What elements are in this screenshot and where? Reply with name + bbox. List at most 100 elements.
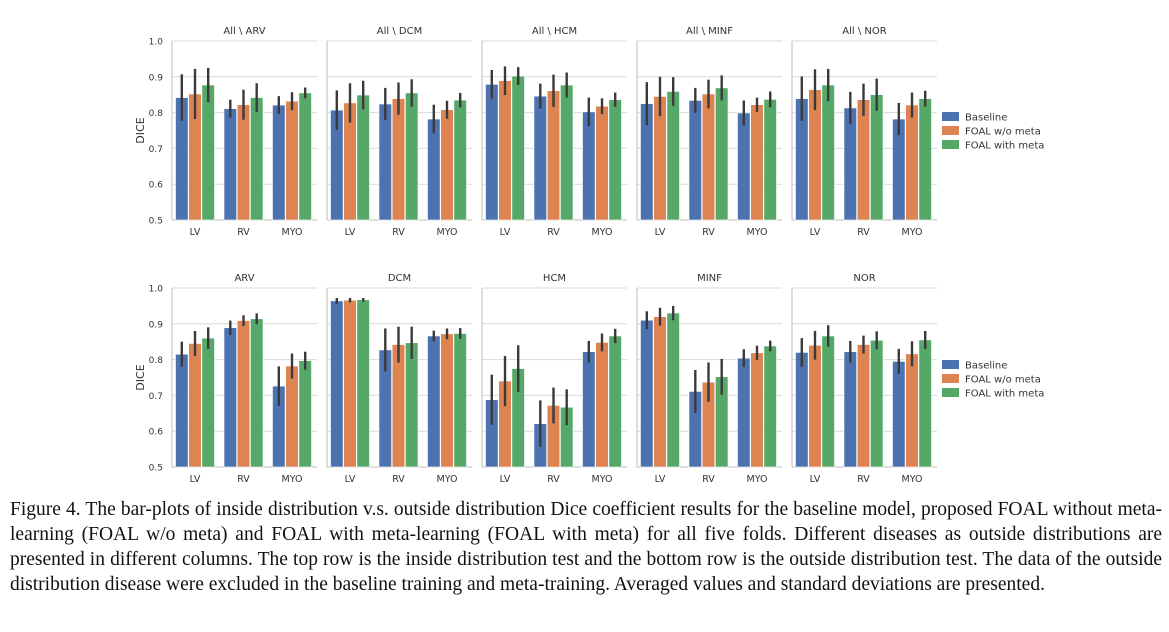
bar-myo-baseline xyxy=(582,351,596,468)
x-tick-label-lv: LV xyxy=(500,227,511,238)
bar-rv-foal-wo-meta xyxy=(236,104,251,221)
bar-lv-foal-with-meta xyxy=(201,337,215,468)
x-tick-label-rv: RV xyxy=(857,227,870,238)
bar-rv-foal-with-meta xyxy=(250,97,264,221)
legend-entry: Baseline xyxy=(965,113,1007,124)
bar-rv-baseline xyxy=(378,103,392,221)
x-tick-label-lv: LV xyxy=(500,474,511,485)
panel-top-3: All \ HCM LV RV MYO xyxy=(481,26,627,238)
bar-rv-foal-with-meta xyxy=(870,339,884,468)
bar-myo-foal-wo-meta xyxy=(595,105,609,221)
x-tick-label-lv: LV xyxy=(810,227,821,238)
y-tick-label: 1.0 xyxy=(149,38,164,48)
bar-myo-foal-with-meta xyxy=(298,92,312,221)
legend-swatch xyxy=(942,126,959,135)
panel-title: ARV xyxy=(234,273,254,284)
bar-rv-foal-wo-meta xyxy=(856,344,871,468)
legend-entry: FOAL with meta xyxy=(965,389,1044,400)
y-axis-label: DICE xyxy=(134,364,147,390)
y-tick-label: 0.8 xyxy=(149,109,164,119)
bar-rv-foal-with-meta xyxy=(870,94,884,221)
bar-myo-foal-with-meta xyxy=(453,333,467,468)
y-tick-label: 0.7 xyxy=(149,392,163,402)
panel-bottom-2: DCM LV RV MYO xyxy=(326,273,472,485)
legend-entry: Baseline xyxy=(965,361,1007,372)
x-tick-label-myo: MYO xyxy=(437,474,458,485)
legend-entry: FOAL w/o meta xyxy=(965,375,1041,386)
bar-rv-foal-wo-meta xyxy=(701,93,716,221)
bar-rv-foal-with-meta xyxy=(560,84,574,221)
bar-myo-baseline xyxy=(272,104,286,221)
bar-rv-foal-with-meta xyxy=(405,92,419,221)
y-axis-label: DICE xyxy=(134,117,147,143)
x-tick-label-myo: MYO xyxy=(282,474,303,485)
x-tick-label-rv: RV xyxy=(392,474,405,485)
bar-myo-foal-wo-meta xyxy=(750,104,764,221)
legend-swatch xyxy=(942,112,959,121)
x-tick-label-lv: LV xyxy=(345,227,356,238)
panel-bottom-3: HCM LV RV MYO xyxy=(481,273,627,485)
x-tick-label-myo: MYO xyxy=(592,227,613,238)
bar-rv-foal-wo-meta xyxy=(546,90,561,221)
bar-lv-baseline xyxy=(795,352,809,468)
bar-rv-baseline xyxy=(688,100,702,221)
bar-rv-baseline xyxy=(223,108,237,221)
bar-myo-foal-with-meta xyxy=(608,335,622,468)
bar-myo-foal-wo-meta xyxy=(440,333,454,468)
panel-top-1: All \ ARV LV RV MYO xyxy=(171,26,317,238)
panel-bottom-4: MINF LV RV MYO xyxy=(636,273,782,485)
panel-title: HCM xyxy=(543,273,566,284)
bar-myo-foal-wo-meta xyxy=(440,109,454,221)
panel-bottom-5: NOR LV RV MYO xyxy=(791,273,937,485)
bar-lv-foal-with-meta xyxy=(356,94,370,221)
bar-lv-foal-wo-meta xyxy=(808,344,822,468)
legend-entry: FOAL with meta xyxy=(965,141,1044,152)
bar-myo-foal-wo-meta xyxy=(285,365,299,468)
y-tick-label: 1.0 xyxy=(149,285,164,295)
bar-myo-baseline xyxy=(582,111,596,221)
x-tick-label-rv: RV xyxy=(702,474,715,485)
y-tick-label: 0.7 xyxy=(149,145,163,155)
panel-title: All \ DCM xyxy=(377,26,422,37)
bar-rv-baseline xyxy=(223,327,237,468)
y-tick-label: 0.6 xyxy=(149,181,164,191)
bar-rv-foal-wo-meta xyxy=(391,98,406,221)
x-tick-label-myo: MYO xyxy=(902,474,923,485)
panel-top-5: All \ NOR LV RV MYO xyxy=(791,26,937,238)
bar-myo-baseline xyxy=(892,361,906,468)
bar-rv-baseline xyxy=(843,351,857,468)
panel-title: DCM xyxy=(388,273,411,284)
bar-lv-foal-wo-meta xyxy=(498,80,512,221)
legend-swatch xyxy=(942,388,959,397)
bar-lv-foal-wo-meta xyxy=(653,316,667,468)
bar-rv-foal-with-meta xyxy=(405,342,419,468)
x-tick-label-myo: MYO xyxy=(282,227,303,238)
x-tick-label-myo: MYO xyxy=(592,474,613,485)
legend-bottom: Baseline FOAL w/o meta FOAL with meta xyxy=(942,360,1044,400)
bar-myo-foal-with-meta xyxy=(763,99,777,221)
x-tick-label-rv: RV xyxy=(547,474,560,485)
bar-myo-foal-wo-meta xyxy=(750,352,764,468)
y-tick-label: 0.8 xyxy=(149,356,164,366)
bar-rv-foal-wo-meta xyxy=(856,99,871,221)
legend-top: Baseline FOAL w/o meta FOAL with meta xyxy=(942,112,1044,152)
bar-lv-foal-with-meta xyxy=(821,84,835,221)
bar-myo-foal-wo-meta xyxy=(905,104,919,221)
legend-swatch xyxy=(942,140,959,149)
legend-swatch xyxy=(942,374,959,383)
x-tick-label-lv: LV xyxy=(655,474,666,485)
bar-lv-foal-with-meta xyxy=(201,84,215,221)
legend-swatch xyxy=(942,360,959,369)
panel-top-4: All \ MINF LV RV MYO xyxy=(636,26,782,238)
bar-lv-baseline xyxy=(330,300,344,468)
bar-rv-foal-with-meta xyxy=(715,87,729,221)
x-tick-label-lv: LV xyxy=(810,474,821,485)
x-tick-label-lv: LV xyxy=(190,474,201,485)
bar-myo-foal-wo-meta xyxy=(285,100,299,221)
bar-myo-foal-with-meta xyxy=(763,345,777,468)
y-tick-label: 0.9 xyxy=(149,320,164,330)
bar-lv-foal-with-meta xyxy=(666,312,680,468)
bar-rv-foal-wo-meta xyxy=(236,320,251,468)
bar-myo-foal-wo-meta xyxy=(595,342,609,468)
